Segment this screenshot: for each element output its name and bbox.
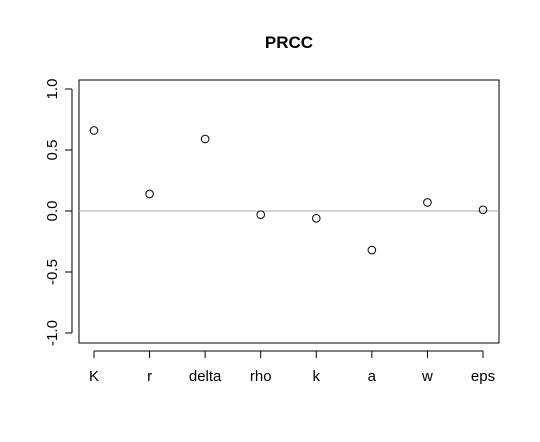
y-tick-label: 0.5: [44, 140, 61, 161]
point-w: [423, 198, 432, 207]
x-tick-label-r: r: [147, 368, 152, 385]
x-tick-label-k: k: [313, 368, 321, 385]
x-tick-label-a: a: [368, 368, 377, 385]
x-ticks: [93, 351, 484, 358]
y-tick-labels: 1.0 0.5 0.0 -0.5 -1.0: [44, 79, 61, 346]
x-tick-label-rho: rho: [250, 368, 272, 385]
x-tick-label-delta: delta: [189, 368, 222, 385]
chart-title: PRCC: [265, 33, 313, 52]
point-delta: [200, 134, 210, 144]
y-tick-label: -0.5: [44, 259, 61, 285]
y-tick-label: -1.0: [44, 320, 61, 346]
y-ticks: [65, 88, 72, 334]
data-points: [89, 126, 488, 255]
point-a: [367, 245, 377, 255]
point-k: [311, 214, 321, 223]
y-tick-label: 0.0: [44, 201, 61, 222]
y-tick-label: 1.0: [44, 79, 61, 100]
x-tick-label-w: w: [421, 368, 433, 385]
point-K: [89, 126, 99, 135]
point-r: [145, 189, 154, 199]
x-tick-label-K: K: [89, 368, 99, 385]
point-rho: [256, 210, 266, 219]
point-eps: [478, 205, 488, 215]
x-tick-label-eps: eps: [471, 368, 495, 385]
